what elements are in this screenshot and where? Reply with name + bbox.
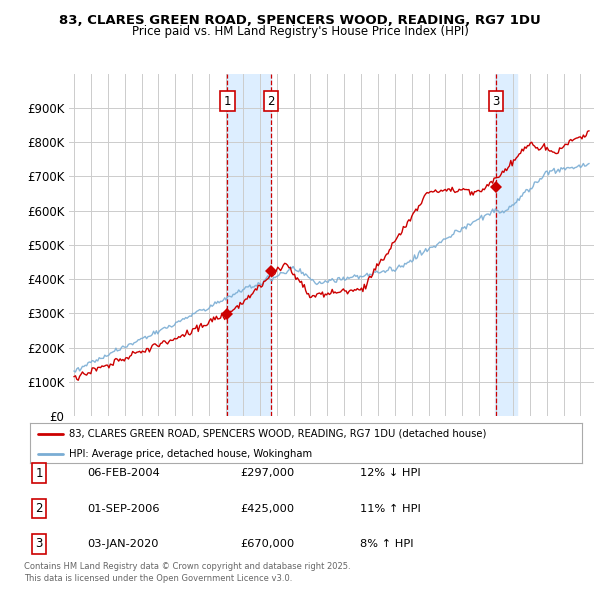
Text: 1: 1 <box>35 467 43 480</box>
Bar <box>227 74 271 416</box>
Text: 3: 3 <box>35 537 43 550</box>
Text: 8% ↑ HPI: 8% ↑ HPI <box>360 539 413 549</box>
Text: 2: 2 <box>268 94 275 107</box>
Text: 12% ↓ HPI: 12% ↓ HPI <box>360 468 421 478</box>
Text: 83, CLARES GREEN ROAD, SPENCERS WOOD, READING, RG7 1DU: 83, CLARES GREEN ROAD, SPENCERS WOOD, RE… <box>59 14 541 27</box>
Text: 06-FEB-2004: 06-FEB-2004 <box>87 468 160 478</box>
Text: HPI: Average price, detached house, Wokingham: HPI: Average price, detached house, Woki… <box>68 450 312 460</box>
Text: 3: 3 <box>493 94 500 107</box>
Bar <box>496 74 517 416</box>
Text: 1: 1 <box>224 94 231 107</box>
Text: 2: 2 <box>35 502 43 515</box>
Text: 83, CLARES GREEN ROAD, SPENCERS WOOD, READING, RG7 1DU (detached house): 83, CLARES GREEN ROAD, SPENCERS WOOD, RE… <box>68 429 486 439</box>
Text: Contains HM Land Registry data © Crown copyright and database right 2025.
This d: Contains HM Land Registry data © Crown c… <box>24 562 350 583</box>
Text: £670,000: £670,000 <box>240 539 294 549</box>
Text: 11% ↑ HPI: 11% ↑ HPI <box>360 504 421 513</box>
Text: 03-JAN-2020: 03-JAN-2020 <box>87 539 158 549</box>
Text: £297,000: £297,000 <box>240 468 294 478</box>
Text: Price paid vs. HM Land Registry's House Price Index (HPI): Price paid vs. HM Land Registry's House … <box>131 25 469 38</box>
Text: £425,000: £425,000 <box>240 504 294 513</box>
Text: 01-SEP-2006: 01-SEP-2006 <box>87 504 160 513</box>
